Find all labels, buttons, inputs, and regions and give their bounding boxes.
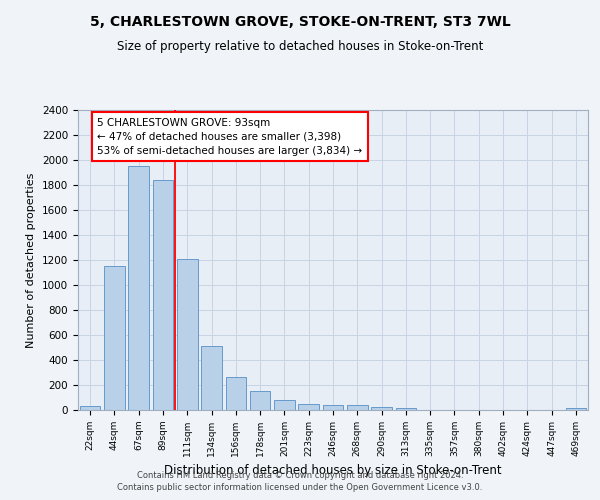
Y-axis label: Number of detached properties: Number of detached properties xyxy=(26,172,37,348)
Bar xyxy=(201,346,222,410)
Bar xyxy=(347,405,368,410)
Bar xyxy=(177,259,197,410)
Bar xyxy=(250,390,271,410)
X-axis label: Distribution of detached houses by size in Stoke-on-Trent: Distribution of detached houses by size … xyxy=(164,464,502,477)
Text: 5, CHARLESTOWN GROVE, STOKE-ON-TRENT, ST3 7WL: 5, CHARLESTOWN GROVE, STOKE-ON-TRENT, ST… xyxy=(89,15,511,29)
Bar xyxy=(80,406,100,410)
Bar xyxy=(104,266,125,410)
Bar xyxy=(274,400,295,410)
Text: Size of property relative to detached houses in Stoke-on-Trent: Size of property relative to detached ho… xyxy=(117,40,483,53)
Text: Contains HM Land Registry data © Crown copyright and database right 2024.: Contains HM Land Registry data © Crown c… xyxy=(137,471,463,480)
Bar xyxy=(152,180,173,410)
Bar xyxy=(323,405,343,410)
Bar xyxy=(371,407,392,410)
Bar xyxy=(395,408,416,410)
Bar xyxy=(298,404,319,410)
Bar xyxy=(566,408,586,410)
Bar xyxy=(128,166,149,410)
Text: 5 CHARLESTOWN GROVE: 93sqm
← 47% of detached houses are smaller (3,398)
53% of s: 5 CHARLESTOWN GROVE: 93sqm ← 47% of deta… xyxy=(97,118,362,156)
Bar xyxy=(226,377,246,410)
Text: Contains public sector information licensed under the Open Government Licence v3: Contains public sector information licen… xyxy=(118,484,482,492)
